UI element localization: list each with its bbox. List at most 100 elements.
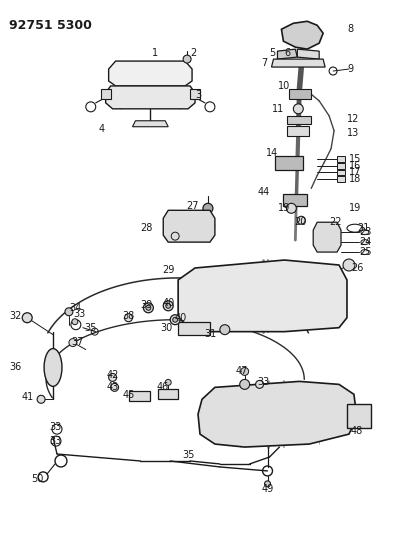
- Text: 9: 9: [347, 64, 353, 74]
- Circle shape: [65, 308, 73, 316]
- Text: 17: 17: [349, 167, 361, 177]
- Circle shape: [163, 301, 173, 311]
- Bar: [128, 391, 150, 401]
- Text: 50: 50: [31, 474, 44, 484]
- Circle shape: [124, 314, 132, 322]
- Bar: [287, 116, 311, 124]
- Text: 2: 2: [190, 48, 196, 58]
- Text: 6: 6: [284, 48, 290, 58]
- Text: 29: 29: [162, 265, 175, 275]
- Circle shape: [293, 104, 303, 114]
- Text: 32: 32: [9, 311, 22, 321]
- Polygon shape: [278, 49, 297, 59]
- Circle shape: [203, 203, 213, 213]
- Text: 33: 33: [49, 422, 61, 432]
- Bar: [287, 126, 309, 136]
- Polygon shape: [163, 211, 215, 242]
- Text: 92751 5300: 92751 5300: [9, 19, 92, 33]
- Circle shape: [69, 338, 77, 346]
- Circle shape: [264, 481, 270, 487]
- Circle shape: [241, 367, 249, 375]
- Bar: [347, 404, 371, 428]
- Text: 35: 35: [182, 450, 194, 460]
- Circle shape: [297, 216, 305, 224]
- Circle shape: [343, 259, 355, 271]
- Text: 47: 47: [236, 367, 248, 376]
- Polygon shape: [313, 222, 341, 252]
- Text: 7: 7: [262, 58, 268, 68]
- Circle shape: [240, 379, 250, 389]
- Text: 11: 11: [272, 104, 284, 114]
- Text: 18: 18: [349, 174, 361, 184]
- Text: 45: 45: [122, 390, 135, 400]
- Circle shape: [146, 305, 151, 310]
- Text: 36: 36: [9, 362, 22, 373]
- Polygon shape: [272, 59, 325, 67]
- Text: 41: 41: [21, 392, 34, 402]
- Text: 21: 21: [357, 223, 369, 233]
- Text: 39: 39: [140, 300, 153, 310]
- Bar: [276, 156, 303, 169]
- Circle shape: [256, 381, 264, 389]
- Text: 23: 23: [359, 227, 371, 237]
- Text: 35: 35: [85, 322, 97, 333]
- Text: 10: 10: [278, 81, 290, 91]
- Ellipse shape: [361, 240, 369, 245]
- Circle shape: [173, 317, 178, 322]
- Bar: [284, 195, 307, 206]
- Text: 27: 27: [186, 201, 198, 211]
- Circle shape: [109, 374, 116, 382]
- Circle shape: [220, 325, 230, 335]
- Polygon shape: [337, 169, 345, 175]
- Circle shape: [170, 315, 180, 325]
- Text: 25: 25: [359, 247, 371, 257]
- Text: 33: 33: [49, 436, 61, 446]
- Circle shape: [165, 379, 171, 385]
- Circle shape: [166, 303, 171, 308]
- Text: 38: 38: [122, 311, 135, 321]
- Polygon shape: [106, 86, 195, 109]
- Text: 31: 31: [204, 329, 216, 338]
- Text: 37: 37: [71, 337, 83, 346]
- Polygon shape: [337, 176, 345, 182]
- Text: 13: 13: [347, 128, 359, 138]
- Polygon shape: [337, 163, 345, 168]
- Circle shape: [22, 313, 32, 322]
- Polygon shape: [297, 49, 319, 59]
- Circle shape: [143, 303, 153, 313]
- Text: 26: 26: [351, 263, 363, 273]
- Text: 8: 8: [347, 24, 353, 34]
- Text: 30: 30: [160, 322, 172, 333]
- Text: 43: 43: [107, 382, 119, 392]
- Text: 40: 40: [162, 298, 174, 308]
- Text: 33: 33: [73, 309, 85, 319]
- Text: 1: 1: [152, 48, 158, 58]
- Text: 40: 40: [174, 313, 186, 323]
- Text: 44: 44: [258, 188, 270, 197]
- Text: 22: 22: [329, 217, 342, 227]
- Bar: [158, 389, 178, 399]
- Text: 20: 20: [294, 217, 307, 227]
- Text: 34: 34: [69, 303, 81, 313]
- Polygon shape: [101, 89, 111, 99]
- Text: 12: 12: [347, 114, 359, 124]
- Circle shape: [183, 55, 191, 63]
- Text: 42: 42: [107, 370, 119, 381]
- Circle shape: [72, 319, 78, 325]
- Ellipse shape: [361, 230, 369, 235]
- Ellipse shape: [361, 249, 369, 255]
- Polygon shape: [178, 322, 210, 335]
- Text: 4: 4: [99, 124, 105, 134]
- Polygon shape: [109, 61, 192, 86]
- Text: 24: 24: [359, 237, 371, 247]
- Text: 3: 3: [195, 90, 201, 100]
- Polygon shape: [198, 382, 357, 447]
- Text: 46: 46: [156, 382, 168, 392]
- Text: 15: 15: [349, 154, 361, 164]
- Bar: [289, 89, 311, 99]
- Polygon shape: [132, 121, 168, 127]
- Text: 14: 14: [266, 148, 278, 158]
- Text: 28: 28: [140, 223, 153, 233]
- Polygon shape: [282, 21, 323, 49]
- Polygon shape: [337, 156, 345, 161]
